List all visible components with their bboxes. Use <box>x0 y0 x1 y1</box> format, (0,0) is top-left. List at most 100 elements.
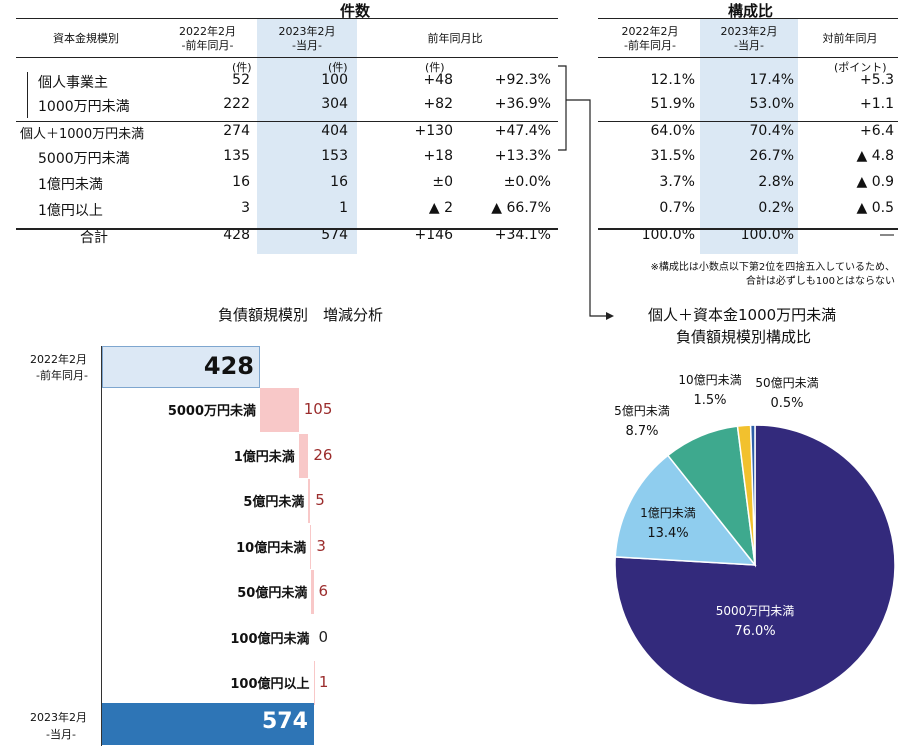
row-label: 1億円未満 <box>38 177 103 193</box>
end-bar <box>102 703 314 745</box>
pie-category-label: 5億円未満 <box>614 404 670 418</box>
r-cell-diff: +5.3 <box>860 72 894 88</box>
r-header-curr-line2: -当月- <box>734 39 764 52</box>
cell-prev: 428 <box>223 227 250 243</box>
end-value: 574 <box>261 709 308 734</box>
row-label: 1億円以上 <box>38 203 103 219</box>
pie-slice <box>749 424 756 566</box>
r-cell-diff: ▲ 4.8 <box>856 148 894 164</box>
waterfall-axis <box>101 346 102 746</box>
cell-diff: +48 <box>423 72 453 88</box>
cell-prev: 16 <box>232 174 250 190</box>
unit-points: (ポイント) <box>834 61 887 74</box>
start-label-line1: 2022年2月 <box>30 353 87 366</box>
value-label: 6 <box>318 582 329 600</box>
r-cell-curr: 2.8% <box>758 174 794 190</box>
waterfall-bar <box>260 388 299 432</box>
pie-slice <box>614 424 896 706</box>
pie-pct-label: 8.7% <box>625 424 658 439</box>
cell-pct: +92.3% <box>494 72 551 88</box>
unit-curr: (件) <box>328 61 348 74</box>
value-label: 105 <box>303 400 333 418</box>
note-line2: 合計は必ずしも100とはならない <box>745 276 895 287</box>
unit-prev: (件) <box>232 61 252 74</box>
cell-curr: 153 <box>321 148 348 164</box>
col-header-category: 資本金規模別 <box>53 32 119 45</box>
row-label: 1000万円未満 <box>38 99 130 115</box>
r-cell-prev: 51.9% <box>650 96 695 112</box>
cell-diff: +130 <box>414 123 453 139</box>
cell-curr: 16 <box>330 174 348 190</box>
composition-table-title: 構成比 <box>728 2 774 20</box>
waterfall-title: 負債額規模別 増減分析 <box>218 306 384 324</box>
end-label-line1: 2023年2月 <box>30 711 87 724</box>
cell-diff: +146 <box>414 227 453 243</box>
category-label: 5億円未満 <box>243 495 305 510</box>
pie-pct-label: 1.5% <box>693 393 726 408</box>
col-header-prev-line1: 2022年2月 <box>179 25 236 38</box>
waterfall-bar <box>298 434 309 478</box>
cell-prev: 274 <box>223 123 250 139</box>
connector-arrow <box>558 65 614 320</box>
r-cell-prev: 3.7% <box>659 174 695 190</box>
r-cell-curr: 53.0% <box>749 96 794 112</box>
waterfall-bar <box>310 525 312 569</box>
r-cell-prev: 31.5% <box>650 148 695 164</box>
cell-prev: 3 <box>241 200 250 216</box>
value-label: 0 <box>318 628 329 646</box>
pie-title-line2: 負債額規模別構成比 <box>676 328 812 346</box>
r-cell-prev: 100.0% <box>641 227 695 243</box>
cell-diff: +82 <box>423 96 453 112</box>
cell-curr: 404 <box>321 123 348 139</box>
note-line1: ※構成比は小数点以下第2位を四捨五入しているため、 <box>650 262 895 273</box>
cell-pct: ±0.0% <box>503 174 551 190</box>
pie-category-label: 1億円未満 <box>640 506 696 520</box>
cell-prev: 135 <box>223 148 250 164</box>
cell-prev: 222 <box>223 96 250 112</box>
r-cell-prev: 12.1% <box>650 72 695 88</box>
start-label-line2: -前年同月- <box>36 369 88 382</box>
r-cell-prev: 64.0% <box>650 123 695 139</box>
pie-category-label: 10億円未満 <box>678 373 741 387</box>
row-label: 5000万円未満 <box>38 151 130 167</box>
category-label: 100億円以上 <box>230 677 310 692</box>
r-cell-diff: ― <box>880 227 894 243</box>
r-cell-diff: +1.1 <box>860 96 894 112</box>
pie-pct-label: 13.4% <box>647 526 688 541</box>
cell-diff: ±0 <box>432 174 453 190</box>
cell-pct: +34.1% <box>494 227 551 243</box>
r-cell-curr: 17.4% <box>749 72 794 88</box>
r-cell-diff: +6.4 <box>860 123 894 139</box>
pie-category-label: 5000万円未満 <box>716 604 795 618</box>
category-label: 5000万円未満 <box>167 404 256 419</box>
cell-pct: +47.4% <box>494 123 551 139</box>
end-label-line2: -当月- <box>46 728 76 741</box>
start-value: 428 <box>203 352 254 380</box>
r-cell-diff: ▲ 0.9 <box>856 174 894 190</box>
cell-curr: 100 <box>321 72 348 88</box>
pie-category-label: 50億円未満 <box>755 376 818 390</box>
unit-yoy: (件) <box>425 61 445 74</box>
value-label: 26 <box>313 446 333 464</box>
cell-pct: +13.3% <box>494 148 551 164</box>
r-header-prev-line1: 2022年2月 <box>621 25 679 38</box>
cell-diff: ▲ 2 <box>428 200 453 216</box>
cell-prev: 52 <box>232 72 250 88</box>
r-header-curr-line1: 2023年2月 <box>720 25 778 38</box>
waterfall-bar <box>311 570 314 614</box>
row-label: 合計 <box>80 230 108 246</box>
cell-pct: +36.9% <box>494 96 551 112</box>
category-label: 100億円未満 <box>230 632 310 647</box>
r-cell-curr: 0.2% <box>758 200 794 216</box>
pie-pct-label: 76.0% <box>734 624 775 639</box>
category-label: 10億円未満 <box>236 541 307 556</box>
cell-curr: 1 <box>339 200 348 216</box>
pie-slice <box>614 454 757 566</box>
col-header-curr-line2: -当月- <box>292 39 322 52</box>
cell-pct: ▲ 66.7% <box>491 200 551 216</box>
count-table-title: 件数 <box>340 2 371 20</box>
r-cell-curr: 100.0% <box>740 227 794 243</box>
r-cell-curr: 70.4% <box>749 123 794 139</box>
value-label: 3 <box>316 537 326 555</box>
r-cell-diff: ▲ 0.5 <box>856 200 894 216</box>
